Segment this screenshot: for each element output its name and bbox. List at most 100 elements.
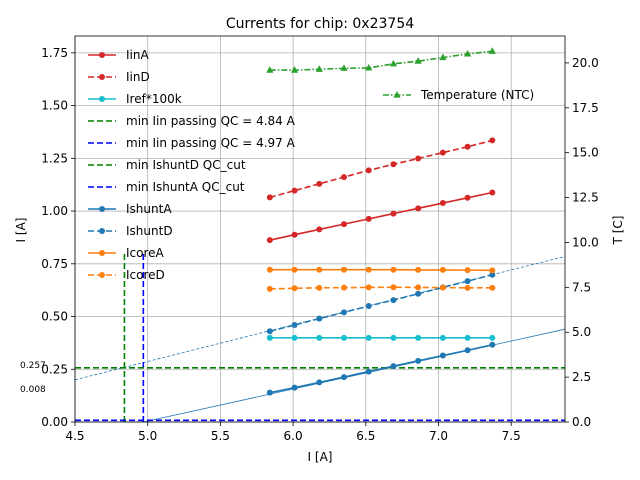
data-point-icorea bbox=[365, 266, 372, 273]
series-line-icored bbox=[269, 286, 493, 290]
data-point-ishunta bbox=[489, 341, 496, 348]
data-point-iref-100k bbox=[439, 334, 446, 341]
y-tick-label: 0.25 bbox=[41, 362, 68, 376]
series-ishunta bbox=[266, 341, 496, 396]
y-tick-label: 1.75 bbox=[41, 46, 68, 60]
data-point-iref-100k bbox=[291, 334, 298, 341]
y-tick-label: 0.75 bbox=[41, 257, 68, 271]
legend-label: IcoreA bbox=[126, 246, 165, 260]
legend-label: IinD bbox=[126, 70, 150, 84]
y2-tick-label: 17.5 bbox=[572, 101, 599, 115]
data-point-iind bbox=[365, 167, 372, 174]
legend-entry: IcoreD bbox=[88, 268, 165, 282]
data-point-iina bbox=[390, 210, 397, 217]
data-point-ishunta bbox=[415, 357, 422, 364]
chart-title: Currents for chip: 0x23754 bbox=[226, 16, 414, 32]
legend-label: min Iin passing QC = 4.97 A bbox=[126, 136, 296, 150]
data-point-icored bbox=[390, 284, 397, 291]
data-point-temperature bbox=[365, 63, 373, 71]
data-point-temperature bbox=[340, 64, 348, 71]
legend-entry: IshuntD bbox=[88, 224, 173, 238]
y-tick-label: 1.25 bbox=[41, 151, 68, 165]
data-point-temperature bbox=[488, 47, 496, 54]
data-point-iina bbox=[266, 237, 273, 244]
data-point-ishunta bbox=[266, 389, 273, 396]
data-point-icored bbox=[439, 284, 446, 291]
reference-lines bbox=[75, 253, 565, 422]
data-point-ishunta bbox=[390, 363, 397, 370]
legend-swatch-marker bbox=[393, 91, 401, 98]
data-point-iind bbox=[340, 174, 347, 181]
data-point-ishunta bbox=[316, 379, 323, 386]
legend-swatch-marker bbox=[99, 206, 105, 212]
series-iind bbox=[266, 137, 496, 201]
legend-label: IcoreD bbox=[126, 268, 165, 282]
y2-axis-label: T [C] bbox=[611, 216, 625, 246]
annotation-ishuntd-cut: 0.257 bbox=[20, 361, 46, 371]
data-point-icorea bbox=[464, 267, 471, 274]
legend-entry: IshuntA bbox=[88, 202, 172, 216]
data-point-icored bbox=[340, 284, 347, 291]
data-point-iind bbox=[390, 161, 397, 168]
axes-frame bbox=[74, 35, 566, 423]
data-point-iina bbox=[365, 215, 372, 222]
annotation-ishunta-cut: 0.008 bbox=[20, 385, 46, 395]
legend-label: IshuntA bbox=[126, 202, 172, 216]
grid-lines bbox=[74, 36, 565, 423]
data-point-icorea bbox=[291, 266, 298, 273]
legend-entry: min Iin passing QC = 4.97 A bbox=[88, 136, 296, 150]
y2-tick-label: 15.0 bbox=[572, 146, 599, 160]
data-point-icorea bbox=[316, 266, 323, 273]
data-point-iind bbox=[439, 149, 446, 156]
data-point-ishuntd bbox=[464, 278, 471, 285]
data-point-temperature bbox=[414, 57, 422, 64]
series-line-ishuntd bbox=[269, 273, 493, 333]
data-point-ishuntd bbox=[291, 321, 298, 328]
y-tick-label: 0.50 bbox=[41, 310, 68, 324]
legend-entry: Iref*100k bbox=[88, 92, 182, 106]
legend-label: min IshuntD QC_cut bbox=[126, 158, 246, 172]
data-point-ishuntd bbox=[316, 315, 323, 322]
data-point-ishuntd bbox=[266, 328, 273, 335]
data-point-ishunta bbox=[291, 384, 298, 391]
data-point-iina bbox=[316, 226, 323, 233]
data-point-iina bbox=[464, 194, 471, 201]
y2-tick-label: 2.5 bbox=[572, 370, 591, 384]
series-temperature bbox=[266, 47, 496, 73]
legend-entry-temperature: Temperature (NTC) bbox=[383, 88, 534, 102]
data-point-temperature bbox=[463, 49, 472, 57]
data-point-ishunta bbox=[439, 352, 446, 359]
tick-labels: 4.5 5.0 5.5 6.0 6.5 7.0 7.5 0.00 0.25 0.50 0.75 1.0… bbox=[41, 46, 598, 443]
x-tick-label: 6.5 bbox=[356, 429, 375, 443]
data-point-icored bbox=[365, 284, 372, 291]
data-point-iind bbox=[291, 187, 298, 194]
data-point-iref-100k bbox=[365, 334, 372, 341]
y-axis-label: I [A] bbox=[14, 218, 28, 243]
data-point-ishuntd bbox=[390, 297, 397, 304]
data-point-iind bbox=[415, 155, 422, 162]
legend-entry: IinA bbox=[88, 48, 149, 62]
data-point-iind bbox=[464, 143, 471, 150]
series-line-ishunta bbox=[269, 344, 493, 394]
legend-temperature: Temperature (NTC) bbox=[383, 88, 534, 102]
data-point-iina bbox=[340, 221, 347, 228]
legend-entry: IinD bbox=[88, 70, 150, 84]
legend-swatch-marker bbox=[99, 52, 105, 58]
data-point-ishunta bbox=[340, 374, 347, 381]
legend-swatch-marker bbox=[99, 74, 105, 80]
data-point-ishuntd bbox=[340, 309, 347, 316]
data-point-iref-100k bbox=[340, 334, 347, 341]
data-point-iina bbox=[291, 231, 298, 238]
series-group bbox=[266, 47, 496, 396]
data-point-ishuntd bbox=[489, 271, 496, 278]
legend-label: Temperature (NTC) bbox=[420, 88, 534, 102]
y2-tick-label: 5.0 bbox=[572, 325, 591, 339]
x-tick-label: 5.5 bbox=[211, 429, 230, 443]
legend-label: IinA bbox=[126, 48, 149, 62]
data-point-icored bbox=[464, 284, 471, 291]
y-tick-label: 0.00 bbox=[41, 415, 68, 429]
y2-tick-label: 12.5 bbox=[572, 191, 599, 205]
legend-label: IshuntD bbox=[126, 224, 173, 238]
data-point-icored bbox=[316, 284, 323, 291]
